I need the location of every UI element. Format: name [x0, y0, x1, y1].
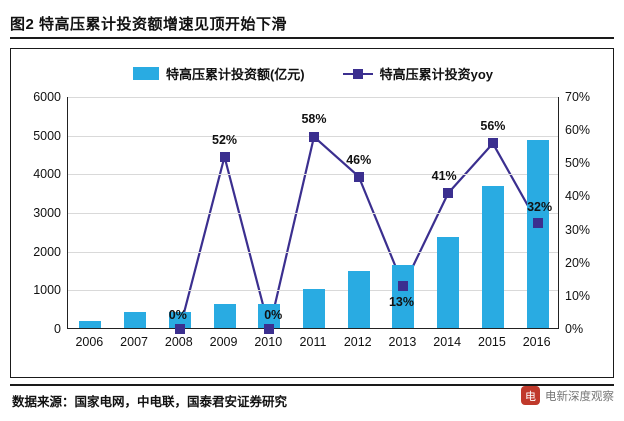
legend-swatch-bar-icon [132, 66, 159, 80]
data-point-label: 13% [388, 294, 414, 309]
chart-legend: 特高压累计投资额(亿元) 特高压累计投资yoy [11, 61, 615, 85]
data-point-label: 52% [212, 132, 238, 147]
bar [481, 185, 504, 328]
y2-axis-tick-label: 70% [565, 90, 591, 104]
line-data-point [174, 324, 185, 334]
y-axis-tick-label: 2000 [33, 244, 61, 259]
data-point-label: 32% [527, 199, 553, 214]
y2-axis-tick-label: 20% [565, 255, 591, 270]
data-point-label: 56% [480, 119, 506, 134]
figure-footer: 数据来源：国家电网，中电联，国泰君安证券研究 电 电新深度观察 [10, 384, 614, 414]
bar [347, 270, 370, 328]
page-title: 图2 特高压累计投资额增速见顶开始下滑 [10, 15, 288, 33]
y-axis-tick-label: 3000 [33, 206, 61, 220]
x-axis-tick-label: 2009 [209, 335, 238, 349]
y-axis-tick-label: 6000 [33, 90, 61, 104]
line-data-point [219, 151, 230, 162]
gridline [68, 97, 558, 98]
watermark-logo-icon: 电 [521, 386, 540, 405]
data-point-label: 0% [264, 308, 283, 322]
y2-axis-tick-label: 0% [565, 322, 584, 336]
line-data-point [353, 171, 364, 182]
x-axis-tick-label: 2008 [164, 335, 193, 349]
legend-item-bar: 特高压累计投资额(亿元) [132, 64, 305, 83]
figure-title-bar: 图2 特高压累计投资额增速见顶开始下滑 [10, 8, 614, 38]
y2-axis-tick-label: 40% [565, 189, 591, 204]
y-axis-tick-label: 1000 [33, 283, 61, 298]
title-divider [10, 37, 614, 39]
bar [168, 311, 191, 328]
bar [303, 289, 325, 328]
data-point-label: 46% [346, 152, 372, 167]
data-point-label: 41% [431, 169, 457, 184]
x-axis-tick-label: 2013 [388, 335, 417, 349]
watermark: 电 电新深度观察 [521, 386, 614, 405]
data-point-label: 0% [168, 308, 187, 322]
y2-axis-tick-label: 30% [565, 222, 591, 237]
plot-area: 0% 52% 0% 58% 46% 13% 41% 56% 32% [67, 97, 559, 334]
data-point-label: 58% [301, 111, 327, 126]
x-axis-tick-label: 2010 [254, 335, 283, 349]
gridline [68, 174, 558, 176]
legend-line-marker-icon [342, 67, 373, 80]
line-data-point [443, 188, 454, 199]
bar [258, 303, 281, 328]
x-axis-tick-label: 2006 [75, 335, 104, 349]
y2-axis-tick-label: 10% [565, 288, 591, 303]
watermark-text: 电新深度观察 [545, 390, 614, 403]
gridline [68, 213, 558, 214]
y-axis-tick-label: 4000 [33, 167, 61, 182]
bar [437, 237, 460, 328]
y2-axis-tick-label: 60% [565, 123, 591, 138]
x-axis-tick-label: 2007 [120, 335, 148, 349]
x-axis-tick-label: 2012 [343, 335, 372, 349]
x-axis-tick-label: 2016 [522, 335, 551, 349]
line-data-point [487, 138, 498, 149]
bar [79, 321, 102, 328]
bar [526, 140, 549, 328]
y-axis-tick-label: 5000 [33, 128, 61, 143]
line-data-point [398, 280, 409, 291]
line-data-point [309, 131, 319, 142]
bar [213, 303, 236, 328]
footer-divider [10, 384, 614, 386]
gridline [68, 251, 558, 253]
legend-label-bar: 特高压累计投资额(亿元) [165, 66, 305, 82]
x-axis-tick-label: 2015 [478, 335, 506, 349]
x-axis-tick-label: 2011 [299, 335, 327, 349]
x-axis-tick-label: 2014 [433, 335, 462, 349]
legend-item-line: 特高压累计投资yoy [342, 64, 494, 83]
bar [392, 265, 415, 328]
bar [124, 311, 147, 328]
legend-label-line: 特高压累计投资yoy [379, 66, 494, 82]
y-axis-tick-label: 0 [54, 322, 61, 336]
y2-axis-tick-label: 50% [565, 156, 591, 171]
source-note: 数据来源：国家电网，中电联，国泰君安证券研究 [12, 395, 288, 409]
chart-container: 特高压累计投资额(亿元) 特高压累计投资yoy 0% 52% 0% 58% 46% 13%… [10, 48, 614, 378]
line-data-point [532, 217, 543, 228]
line-data-point [264, 324, 275, 334]
